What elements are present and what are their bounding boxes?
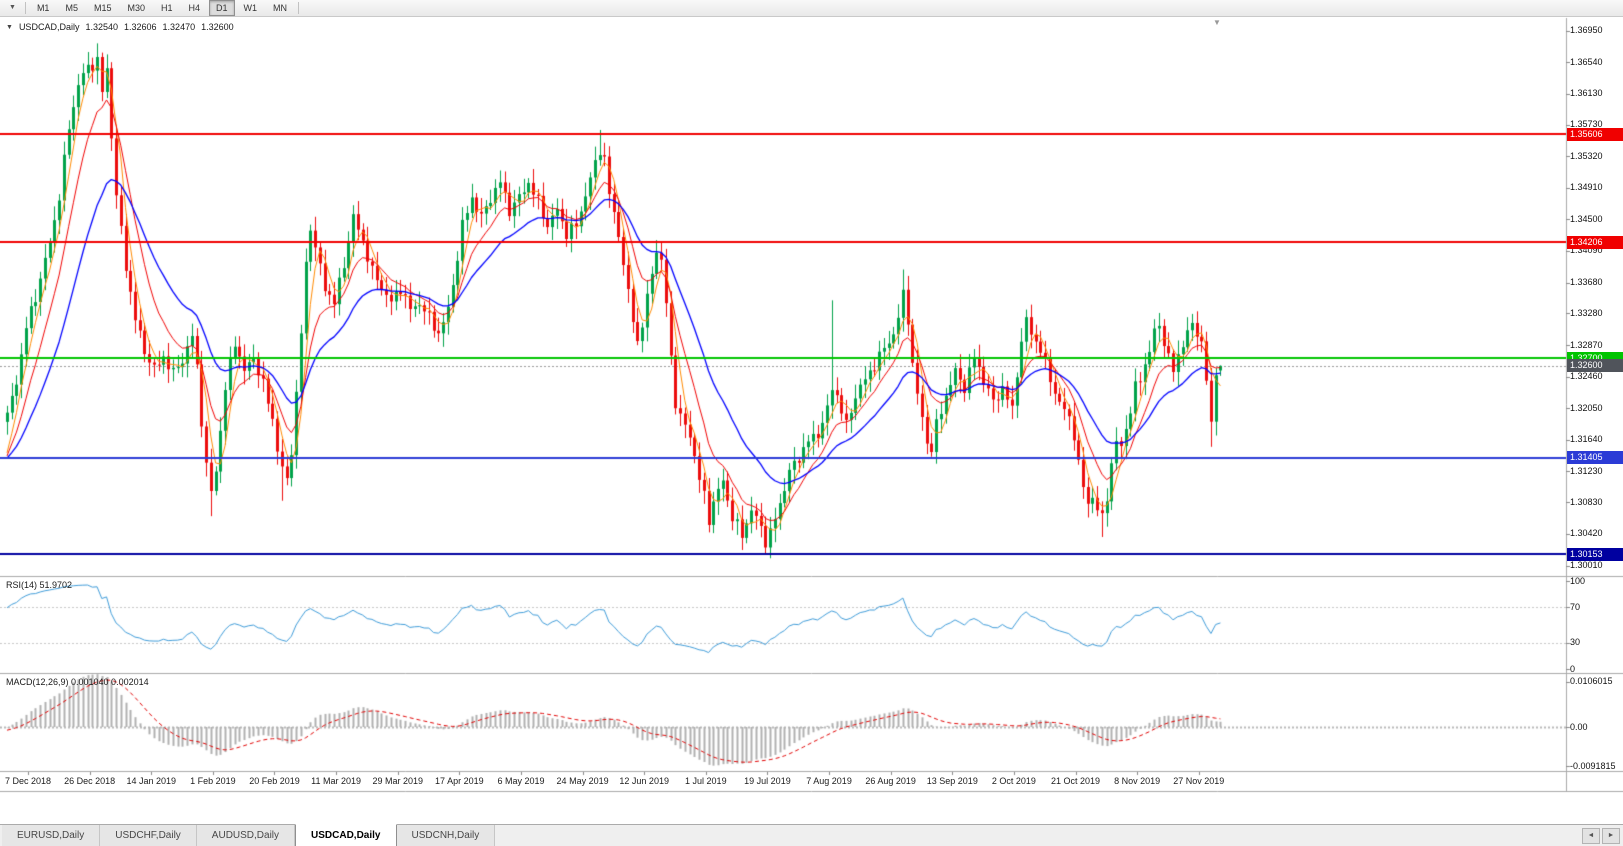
date-axis-label: 6 May 2019 bbox=[497, 776, 545, 786]
toolbar-separator bbox=[24, 2, 26, 14]
chart-tab-usdcnh[interactable]: USDCNH,Daily bbox=[396, 825, 496, 846]
date-axis-label: 8 Nov 2019 bbox=[1114, 776, 1161, 786]
date-axis-label: 7 Dec 2018 bbox=[4, 776, 52, 786]
price-axis-label: 1.31230 bbox=[1570, 465, 1603, 476]
timeframe-button-h4[interactable]: H4 bbox=[188, 3, 201, 13]
date-axis-label: 27 Nov 2019 bbox=[1173, 776, 1225, 786]
rsi-indicator-label: RSI(14) 51.9702 bbox=[6, 580, 73, 590]
chart-tab-usdcad[interactable]: USDCAD,Daily bbox=[295, 824, 397, 846]
chart-symbol-title: USDCAD,Daily bbox=[18, 22, 80, 32]
price-axis-label: 1.35730 bbox=[1570, 119, 1603, 130]
date-axis-label: 11 Mar 2019 bbox=[311, 776, 362, 786]
chart-tab-eurusd[interactable]: EURUSD,Daily bbox=[2, 825, 101, 846]
date-axis-label: 20 Feb 2019 bbox=[249, 776, 300, 786]
price-axis-label: 1.31640 bbox=[1570, 434, 1603, 445]
chart-tabs-group: EURUSD,Daily USDCHF,Daily AUDUSD,Daily USDC… bbox=[2, 824, 496, 846]
timeframe-button-h1[interactable]: H1 bbox=[161, 3, 173, 13]
date-axis-label: 7 Aug 2019 bbox=[806, 776, 852, 786]
price-axis-label: 1.34090 bbox=[1570, 245, 1603, 256]
timeframe-button-w1[interactable]: W1 bbox=[243, 3, 258, 13]
price-axis-label: 1.34500 bbox=[1570, 213, 1603, 224]
hline-price-badge: 1.30153 bbox=[1567, 547, 1623, 561]
chart-tab-audusd[interactable]: AUDUSD,Daily bbox=[196, 825, 296, 846]
hline-price-badge: 1.35606 bbox=[1567, 127, 1623, 141]
timeframe-button-m30[interactable]: M30 bbox=[127, 3, 145, 13]
timeframe-button-m1[interactable]: M1 bbox=[36, 3, 50, 13]
timeframe-toolbar: ▼ M1 M5 M15 M30 H1 H4 D1 W1 MN bbox=[0, 0, 1623, 17]
timeframe-button-mn[interactable]: MN bbox=[273, 3, 288, 13]
ohlc-low-value: 1.32470 bbox=[162, 22, 196, 32]
hline-price-badge: 1.34206 bbox=[1567, 235, 1623, 249]
price-axis-label: 1.34910 bbox=[1570, 182, 1603, 193]
chart-tab-bar: EURUSD,Daily USDCHF,Daily AUDUSD,Daily USDC… bbox=[0, 824, 1623, 846]
rsi-axis-label: 30 bbox=[1570, 637, 1581, 648]
chart-tab-usdchf[interactable]: USDCHF,Daily bbox=[100, 825, 197, 846]
price-axis-label: 1.32050 bbox=[1570, 402, 1603, 413]
rsi-axis-label: 0 bbox=[1570, 663, 1576, 674]
rsi-axis-label: 70 bbox=[1570, 601, 1581, 612]
price-axis-label: 1.32460 bbox=[1570, 371, 1603, 382]
date-axis-label: 14 Jan 2019 bbox=[126, 776, 177, 786]
ohlc-close-value: 1.32600 bbox=[201, 22, 234, 32]
chart-menu-caret-icon[interactable]: ▼ bbox=[9, 4, 16, 11]
price-axis-label: 1.32870 bbox=[1570, 339, 1603, 350]
price-axis-label: 1.30830 bbox=[1570, 496, 1603, 507]
date-axis-label: 26 Aug 2019 bbox=[865, 776, 916, 786]
price-axis-label: 1.30420 bbox=[1570, 528, 1603, 539]
chart-shift-marker-icon: ▼ bbox=[1213, 18, 1221, 27]
date-axis-label: 12 Jun 2019 bbox=[619, 776, 669, 786]
macd-axis-label: 0.0106015 bbox=[1570, 676, 1613, 686]
price-axis-label: 1.30010 bbox=[1570, 560, 1603, 570]
date-axis-label: 17 Apr 2019 bbox=[435, 776, 484, 786]
date-axis-label: 1 Jul 2019 bbox=[685, 776, 727, 786]
toolbar-separator bbox=[298, 2, 300, 14]
chart-title-row: ▼ USDCAD,Daily 1.32540 1.32606 1.32470 1… bbox=[6, 22, 234, 32]
macd-indicator-label: MACD(12,26,9) 0.001040 0.002014 bbox=[6, 677, 149, 687]
chart-collapse-icon[interactable]: ▼ bbox=[6, 23, 13, 31]
ohlc-high-value: 1.32606 bbox=[124, 22, 157, 32]
date-axis-label: 26 Dec 2018 bbox=[64, 776, 116, 786]
date-axis-label: 21 Oct 2019 bbox=[1051, 776, 1101, 786]
ohlc-open-value: 1.32540 bbox=[85, 22, 118, 32]
timeframe-button-m15[interactable]: M15 bbox=[93, 3, 112, 13]
timeframe-button-d1[interactable]: D1 bbox=[209, 0, 235, 16]
date-axis-label: 1 Feb 2019 bbox=[190, 776, 236, 786]
price-axis-label: 1.36950 bbox=[1570, 25, 1603, 35]
date-axis-label: 24 May 2019 bbox=[556, 776, 609, 786]
hline-price-badge: 1.31405 bbox=[1567, 451, 1623, 465]
macd-axis-label: 0.00 bbox=[1570, 721, 1588, 732]
macd-axis-label: -0.0091815 bbox=[1570, 760, 1616, 771]
price-axis-label: 1.35320 bbox=[1570, 150, 1603, 161]
tab-scroll-left-icon[interactable]: ◄ bbox=[1582, 827, 1600, 844]
price-axis-label: 1.33280 bbox=[1570, 307, 1603, 318]
price-axis-label: 1.36540 bbox=[1570, 56, 1603, 67]
price-axis-label: 1.33680 bbox=[1570, 277, 1603, 288]
date-axis-label: 2 Oct 2019 bbox=[991, 776, 1036, 786]
tab-scrollbar: ◄ ► bbox=[1582, 825, 1623, 846]
timeframe-buttons-group: M1 M5 M15 M30 H1 H4 D1 W1 MN bbox=[29, 0, 295, 16]
timeframe-button-m5[interactable]: M5 bbox=[65, 3, 78, 13]
date-axis-label: 29 Mar 2019 bbox=[372, 776, 423, 786]
bid-price-badge: 1.32600 bbox=[1567, 359, 1623, 373]
date-axis-label: 13 Sep 2019 bbox=[926, 776, 978, 786]
tab-scroll-right-icon[interactable]: ► bbox=[1602, 827, 1620, 844]
price-axis-label: 1.36130 bbox=[1570, 88, 1603, 99]
rsi-axis-label: 100 bbox=[1570, 575, 1586, 586]
date-axis-label: 19 Jul 2019 bbox=[744, 776, 791, 786]
